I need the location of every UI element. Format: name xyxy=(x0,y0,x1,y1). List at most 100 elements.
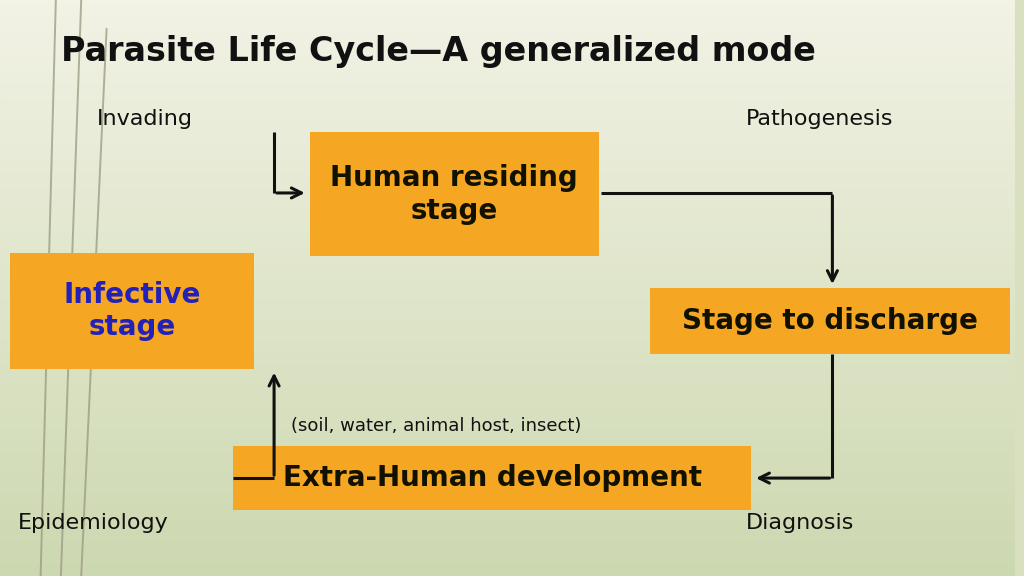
Bar xyxy=(0,109,1015,111)
Bar xyxy=(0,169,1015,170)
Bar xyxy=(0,221,1015,222)
Bar xyxy=(0,544,1015,546)
Bar xyxy=(0,484,1015,485)
Bar xyxy=(0,197,1015,199)
Bar xyxy=(0,300,1015,301)
Bar xyxy=(0,456,1015,458)
Bar xyxy=(0,128,1015,130)
Bar xyxy=(0,199,1015,200)
Bar xyxy=(0,360,1015,362)
Bar xyxy=(0,252,1015,253)
Bar xyxy=(0,347,1015,348)
Bar xyxy=(0,247,1015,248)
Bar xyxy=(0,278,1015,279)
Bar xyxy=(0,393,1015,395)
Bar xyxy=(0,3,1015,4)
Bar xyxy=(0,55,1015,56)
Bar xyxy=(0,131,1015,132)
Bar xyxy=(0,140,1015,141)
Bar xyxy=(0,469,1015,471)
Bar xyxy=(0,92,1015,93)
Bar xyxy=(0,569,1015,570)
Bar xyxy=(0,132,1015,134)
Bar xyxy=(0,354,1015,356)
Bar xyxy=(0,543,1015,544)
Bar xyxy=(0,461,1015,462)
Bar xyxy=(0,213,1015,215)
Bar xyxy=(0,297,1015,298)
Bar xyxy=(0,209,1015,210)
Bar xyxy=(0,334,1015,335)
Bar xyxy=(0,184,1015,185)
Bar xyxy=(0,203,1015,204)
Bar xyxy=(0,89,1015,90)
Bar xyxy=(0,304,1015,305)
Bar xyxy=(0,335,1015,337)
Bar xyxy=(0,323,1015,324)
Bar xyxy=(0,60,1015,62)
Bar xyxy=(0,498,1015,500)
Bar xyxy=(0,481,1015,483)
Bar xyxy=(0,344,1015,346)
Text: Stage to discharge: Stage to discharge xyxy=(682,307,978,335)
Bar xyxy=(0,261,1015,262)
Bar xyxy=(0,471,1015,472)
Bar xyxy=(0,7,1015,9)
Bar xyxy=(0,172,1015,173)
Bar xyxy=(0,449,1015,450)
Bar xyxy=(0,511,1015,513)
Bar xyxy=(0,445,1015,446)
Bar xyxy=(0,357,1015,358)
Bar xyxy=(0,350,1015,351)
Bar xyxy=(0,408,1015,409)
Bar xyxy=(0,419,1015,420)
Bar xyxy=(0,85,1015,86)
Bar xyxy=(0,36,1015,37)
Bar xyxy=(0,547,1015,548)
Bar xyxy=(0,513,1015,514)
Bar xyxy=(0,58,1015,59)
Bar xyxy=(0,229,1015,230)
Bar xyxy=(0,74,1015,75)
Bar xyxy=(0,324,1015,325)
Bar xyxy=(0,232,1015,233)
Bar xyxy=(0,366,1015,367)
Bar xyxy=(0,410,1015,412)
Bar xyxy=(0,46,1015,48)
Bar xyxy=(0,40,1015,42)
Bar xyxy=(0,518,1015,520)
Bar xyxy=(0,416,1015,418)
Bar xyxy=(0,195,1015,196)
Bar xyxy=(0,54,1015,55)
Bar xyxy=(0,166,1015,167)
Bar xyxy=(0,312,1015,314)
Bar xyxy=(0,134,1015,135)
FancyBboxPatch shape xyxy=(233,446,752,510)
Bar xyxy=(0,236,1015,237)
Bar xyxy=(0,501,1015,502)
Bar xyxy=(0,362,1015,363)
Bar xyxy=(0,114,1015,115)
Bar xyxy=(0,437,1015,438)
Bar xyxy=(0,245,1015,247)
Bar xyxy=(0,154,1015,156)
Bar xyxy=(0,314,1015,316)
Bar xyxy=(0,301,1015,302)
Bar xyxy=(0,72,1015,73)
Bar xyxy=(0,108,1015,109)
Bar xyxy=(0,282,1015,283)
Bar xyxy=(0,183,1015,184)
Bar xyxy=(0,316,1015,317)
Bar xyxy=(0,490,1015,491)
Bar xyxy=(0,353,1015,354)
Bar xyxy=(0,251,1015,252)
Bar xyxy=(0,464,1015,465)
Bar xyxy=(0,189,1015,190)
Bar xyxy=(0,39,1015,40)
Bar xyxy=(0,238,1015,239)
Bar xyxy=(0,391,1015,392)
Bar xyxy=(0,287,1015,288)
Bar xyxy=(0,105,1015,107)
Bar xyxy=(0,141,1015,143)
FancyBboxPatch shape xyxy=(10,253,254,369)
